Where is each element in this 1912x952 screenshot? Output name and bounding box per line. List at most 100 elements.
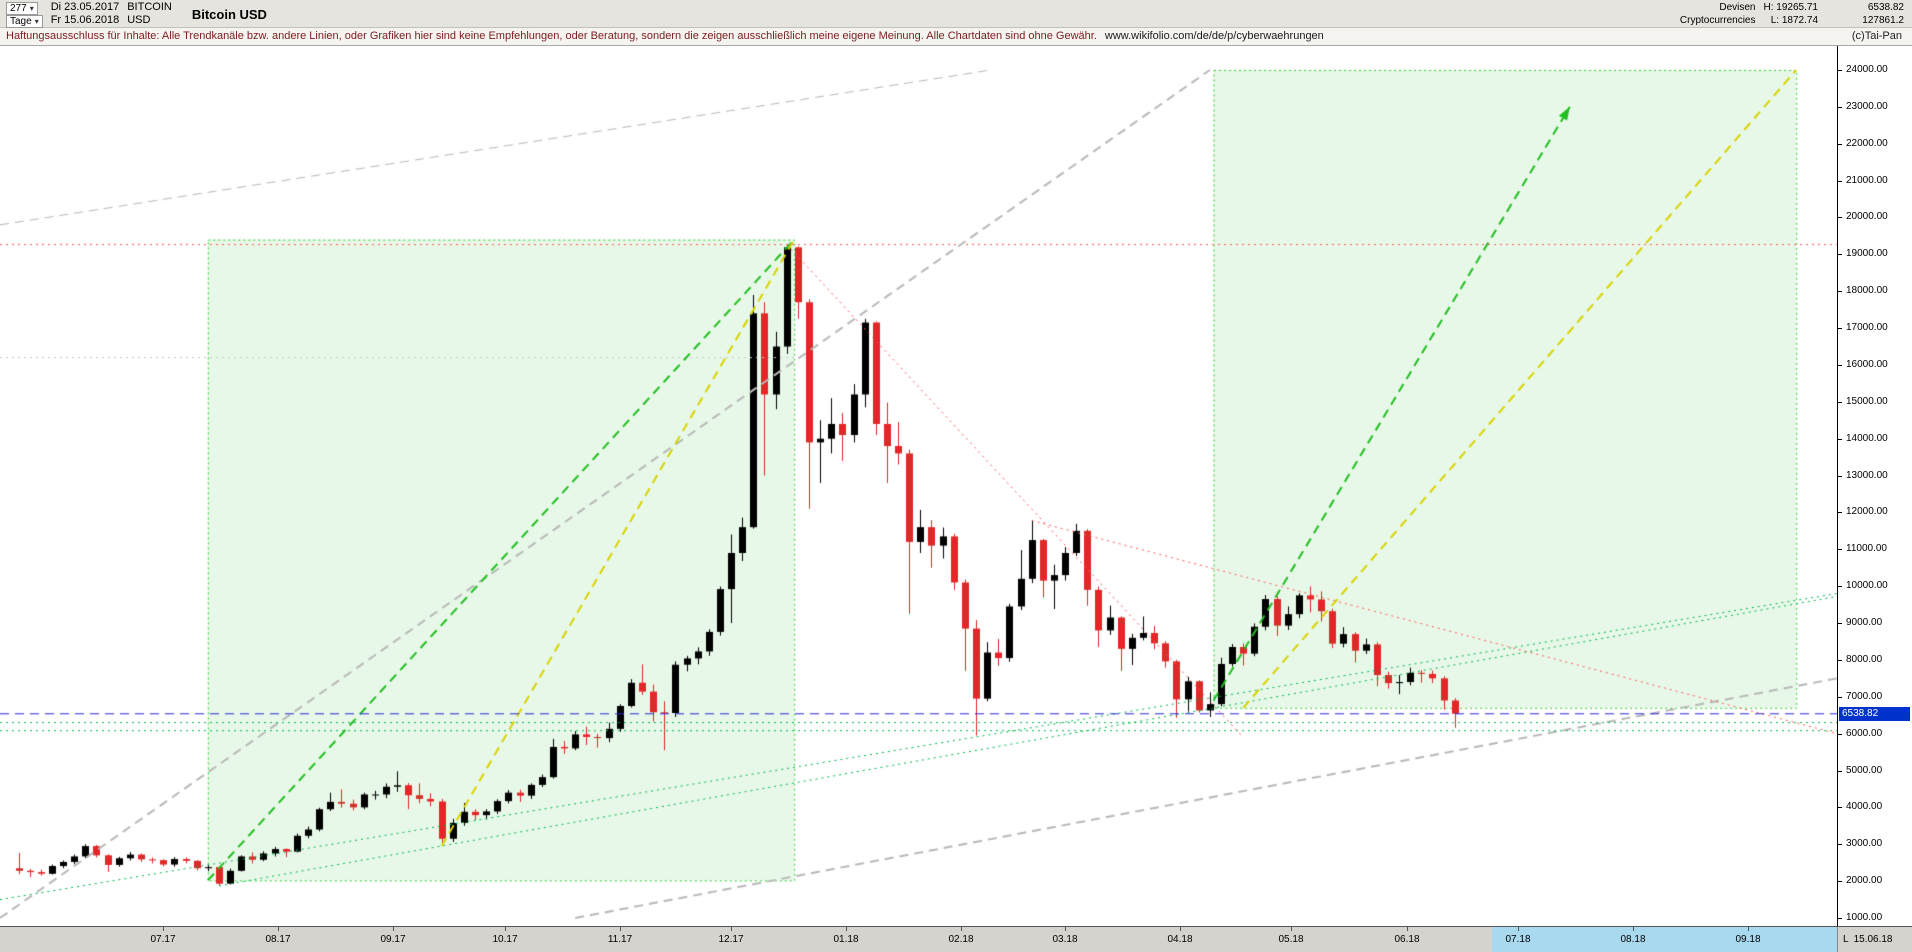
category-line-2: Cryptocurrencies xyxy=(1679,14,1756,26)
date-range: Di 23.05.2017 Fr 15.06.2018 xyxy=(47,0,124,27)
month-tick-mark xyxy=(393,927,394,931)
month-label: 03.18 xyxy=(1052,934,1078,945)
month-tick-mark xyxy=(163,927,164,931)
month-tick-mark xyxy=(1291,927,1292,931)
price-tick-label: 3000.00 xyxy=(1846,838,1883,850)
price-tick-mark xyxy=(1838,918,1842,919)
price-tick-label: 14000.00 xyxy=(1846,432,1888,444)
disclaimer-url: www.wikifolio.com/de/de/p/cyberwaehrunge… xyxy=(1104,30,1324,42)
month-tick-mark xyxy=(1180,927,1181,931)
symbol-currency: USD xyxy=(127,13,151,26)
price-tick-mark xyxy=(1838,365,1842,366)
last-date-label: 15.06.18 xyxy=(1853,934,1893,945)
month-label: 06.18 xyxy=(1394,934,1420,945)
month-label: 02.18 xyxy=(948,934,974,945)
high-low-block: H: 19265.71 L: 1872.74 xyxy=(1760,0,1823,27)
price-tick-label: 10000.00 xyxy=(1846,580,1888,592)
price-tick-mark xyxy=(1838,402,1842,403)
price-tick-label: 12000.00 xyxy=(1846,506,1888,518)
price-tick-mark xyxy=(1838,623,1842,624)
price-tick-mark xyxy=(1838,439,1842,440)
price-tick-mark xyxy=(1838,512,1842,513)
price-tick-mark xyxy=(1838,107,1842,108)
timeframe-value: Tage xyxy=(10,15,32,27)
category-block: Devisen Cryptocurrencies xyxy=(1676,0,1760,27)
price-tick-label: 24000.00 xyxy=(1846,64,1888,75)
price-tick-mark xyxy=(1838,144,1842,145)
header-spacer xyxy=(283,0,1676,27)
month-tick-mark xyxy=(620,927,621,931)
symbol-name: BITCOIN xyxy=(127,0,172,13)
month-label: 12.17 xyxy=(718,934,744,945)
last-bar-marker: L xyxy=(1843,934,1849,945)
price-tick-label: 5000.00 xyxy=(1846,764,1883,776)
month-label: 01.18 xyxy=(833,934,859,945)
chart-header: 277 ▾ Tage ▾ Di 23.05.2017 Fr 15.06.2018 B… xyxy=(0,0,1912,28)
month-label: 04.18 xyxy=(1167,934,1193,945)
price-tick-label: 9000.00 xyxy=(1846,617,1883,629)
month-label: 07.17 xyxy=(150,934,176,945)
price-tick-label: 2000.00 xyxy=(1846,875,1883,887)
price-axis: 6538.82 24000.00 23000.00 22000.00 21000.00… xyxy=(1837,46,1912,926)
month-label: 10.17 xyxy=(492,934,518,945)
copyright-label: (c)Tai-Pan xyxy=(1851,30,1902,42)
price-tick-mark xyxy=(1838,807,1842,808)
bars-count-value: 277 xyxy=(10,2,27,14)
last-price-value: 6538.82 xyxy=(1867,1,1904,13)
page-title: Bitcoin USD xyxy=(191,7,267,22)
disclaimer-text: Haftungsausschluss für Inhalte: Alle Tre… xyxy=(6,30,1097,42)
price-tick-mark xyxy=(1838,586,1842,587)
price-tick-mark xyxy=(1838,254,1842,255)
volume-value: 127861.2 xyxy=(1862,14,1904,26)
bars-count-dropdown[interactable]: 277 ▾ xyxy=(6,1,38,15)
price-tick-label: 11000.00 xyxy=(1846,543,1887,555)
month-tick-mark xyxy=(961,927,962,931)
price-tick-label: 15000.00 xyxy=(1846,395,1888,407)
symbol-block: BITCOIN USD xyxy=(123,0,176,27)
price-tick-mark xyxy=(1838,734,1842,735)
end-date: Fr 15.06.2018 xyxy=(50,13,120,26)
disclaimer-bar: Haftungsausschluss für Inhalte: Alle Tre… xyxy=(0,28,1912,46)
price-chart-canvas[interactable] xyxy=(0,46,1837,926)
category-line-1: Devisen xyxy=(1719,1,1756,13)
month-tick-mark xyxy=(1065,927,1066,931)
high-value: H: 19265.71 xyxy=(1763,1,1819,13)
price-tick-label: 23000.00 xyxy=(1846,100,1888,112)
price-tick-label: 6000.00 xyxy=(1846,727,1883,739)
timeframe-dropdown[interactable]: Tage ▾ xyxy=(6,14,43,28)
chart-area: 6538.82 24000.00 23000.00 22000.00 21000.00… xyxy=(0,46,1912,926)
price-tick-mark xyxy=(1838,660,1842,661)
price-tick-label: 4000.00 xyxy=(1846,801,1883,813)
price-tick-label: 20000.00 xyxy=(1846,211,1888,223)
chevron-down-icon: ▾ xyxy=(29,3,34,13)
price-tick-mark xyxy=(1838,181,1842,182)
price-tick-label: 8000.00 xyxy=(1846,653,1883,665)
time-axis: L 15.06.18 07.17 08.17 09.17 10.17 11.17 12.17… xyxy=(0,926,1912,952)
month-tick-mark xyxy=(1407,927,1408,931)
price-tick-label: 1000.00 xyxy=(1846,912,1883,923)
price-tick-label: 16000.00 xyxy=(1846,358,1888,370)
future-period-highlight xyxy=(1491,927,1837,952)
month-label: 07.18 xyxy=(1505,934,1531,945)
price-tick-mark xyxy=(1838,217,1842,218)
month-tick-mark xyxy=(1518,927,1519,931)
price-tick-mark xyxy=(1838,844,1842,845)
title-block: Bitcoin USD xyxy=(176,0,283,27)
price-tick-label: 21000.00 xyxy=(1846,174,1888,186)
month-tick-mark xyxy=(278,927,279,931)
quote-block: 6538.82 127861.2 xyxy=(1822,0,1910,27)
month-label: 05.18 xyxy=(1278,934,1304,945)
price-tick-mark xyxy=(1838,697,1842,698)
start-date: Di 23.05.2017 xyxy=(50,0,120,13)
price-tick-label: 22000.00 xyxy=(1846,137,1888,149)
month-label: 09.17 xyxy=(380,934,406,945)
low-value: L: 1872.74 xyxy=(1770,14,1818,26)
price-tick-mark xyxy=(1838,549,1842,550)
month-tick-mark xyxy=(1633,927,1634,931)
period-controls: 277 ▾ Tage ▾ xyxy=(2,0,47,28)
price-tick-mark xyxy=(1838,328,1842,329)
last-price-tag: 6538.82 xyxy=(1839,706,1910,721)
month-label: 09.18 xyxy=(1735,934,1761,945)
chevron-down-icon: ▾ xyxy=(34,16,39,26)
